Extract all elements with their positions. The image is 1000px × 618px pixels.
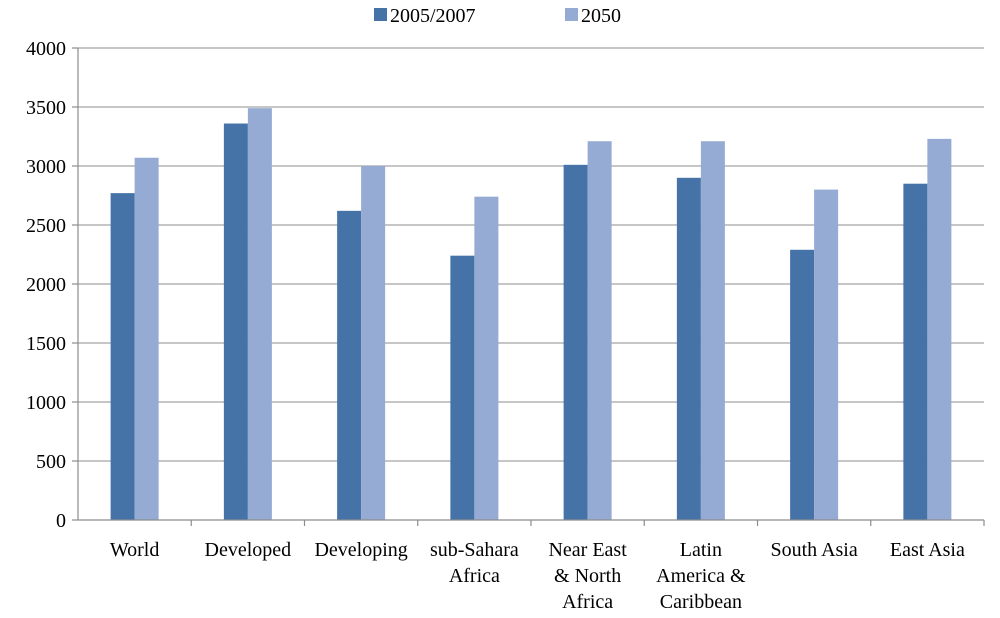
bar-2050-5: [700, 141, 725, 520]
bar-2005-2007-1: [223, 123, 248, 521]
x-category-label-line: East Asia: [890, 539, 965, 561]
legend-label: 2005/2007: [390, 5, 476, 27]
x-category-label-line: America &: [656, 565, 746, 587]
bar-2005-2007-7: [903, 183, 928, 520]
bars: [110, 108, 952, 521]
legend-label: 2050: [581, 5, 621, 27]
x-category-label-line: Africa: [449, 565, 500, 587]
y-tick-label: 500: [36, 451, 66, 473]
bar-2005-2007-3: [450, 255, 475, 520]
x-category-label: Developed: [205, 539, 292, 561]
y-tick-label: 1500: [26, 333, 66, 355]
x-category-label-line: South Asia: [771, 539, 858, 561]
bar-2005-2007-4: [563, 164, 588, 520]
x-category-label-line: Latin: [680, 539, 722, 561]
y-tick-label: 0: [56, 510, 66, 532]
bar-2050-7: [927, 138, 952, 521]
x-category-label-line: Developing: [314, 539, 407, 561]
bar-2050-3: [474, 196, 499, 520]
legend: 2005/2007 2050: [374, 5, 621, 27]
x-category-label-line: & North: [554, 565, 621, 587]
legend-swatch: [565, 8, 578, 21]
x-axis-labels: World Developed Developing sub-Sahara Africa…: [110, 539, 965, 613]
bar-2050-2: [361, 166, 386, 520]
y-tick-label: 1000: [26, 392, 66, 414]
gridlines: [78, 47, 984, 462]
bar-2050-0: [134, 157, 159, 521]
bar-2005-2007-5: [676, 177, 701, 521]
bar-2050-4: [587, 141, 612, 520]
x-category-label-line: sub-Sahara: [430, 539, 519, 561]
x-category-label: Latin America & Caribbean: [656, 539, 746, 613]
x-category-label: Developing: [314, 539, 407, 561]
y-tick-label: 3500: [26, 97, 66, 119]
x-category-label-line: Developed: [205, 539, 292, 561]
y-tick-label: 4000: [26, 38, 66, 60]
axes: [77, 48, 985, 526]
x-category-label-line: Near East: [548, 539, 627, 561]
y-tick-label: 3000: [26, 156, 66, 178]
bar-2050-6: [814, 189, 839, 520]
x-category-label: East Asia: [890, 539, 965, 561]
bar-2005-2007-2: [337, 210, 362, 520]
bar-2005-2007-6: [790, 249, 815, 520]
x-category-label: World: [110, 539, 160, 561]
x-category-label-line: World: [110, 539, 160, 561]
y-tick-label: 2500: [26, 215, 66, 237]
bar-2050-1: [247, 108, 272, 521]
x-category-label: South Asia: [771, 539, 858, 561]
x-category-label-line: Caribbean: [660, 591, 742, 613]
y-axis-ticks: 0 500 1000 1500 2000 2500 3000 3500 4000: [26, 38, 78, 532]
legend-swatch: [374, 8, 387, 21]
x-category-label-line: Africa: [562, 591, 613, 613]
bar-2005-2007-0: [110, 193, 135, 520]
x-category-label: Near East & North Africa: [548, 539, 627, 613]
y-tick-label: 2000: [26, 274, 66, 296]
x-category-label: sub-Sahara Africa: [430, 539, 519, 587]
